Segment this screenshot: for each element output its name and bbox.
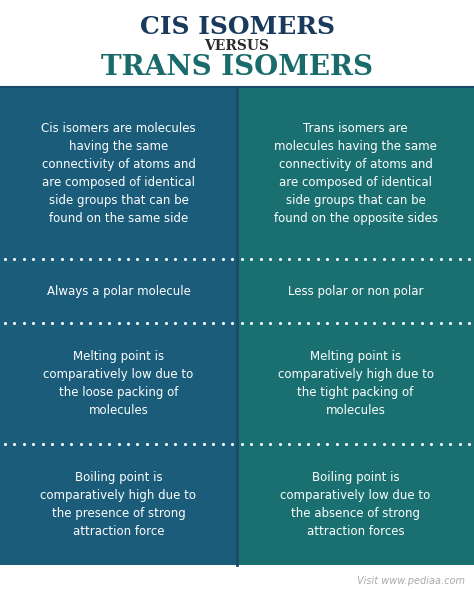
Text: Melting point is
comparatively low due to
the loose packing of
molecules: Melting point is comparatively low due t… [44, 350, 193, 417]
Text: TRANS ISOMERS: TRANS ISOMERS [101, 54, 373, 81]
Bar [0, 87, 237, 259]
Bar [237, 87, 474, 259]
Bar [237, 259, 474, 323]
Text: CIS ISOMERS: CIS ISOMERS [139, 15, 335, 38]
Text: VERSUS: VERSUS [204, 39, 270, 53]
Text: Cis isomers are molecules
having the same
connectivity of atoms and
are composed: Cis isomers are molecules having the sam… [41, 122, 196, 225]
Text: Boiling point is
comparatively low due to
the absence of strong
attraction force: Boiling point is comparatively low due t… [281, 471, 430, 538]
Bar [0, 259, 237, 323]
Bar [0, 444, 237, 565]
Text: Less polar or non polar: Less polar or non polar [288, 284, 423, 297]
Bar [0, 323, 237, 444]
Text: Visit www.pediaa.com: Visit www.pediaa.com [356, 576, 465, 586]
Text: Trans isomers are
molecules having the same
connectivity of atoms and
are compos: Trans isomers are molecules having the s… [273, 122, 438, 225]
Bar [237, 323, 474, 444]
Text: Boiling point is
comparatively high due to
the presence of strong
attraction for: Boiling point is comparatively high due … [40, 471, 197, 538]
Text: Always a polar molecule: Always a polar molecule [46, 284, 191, 297]
Text: Melting point is
comparatively high due to
the tight packing of
molecules: Melting point is comparatively high due … [277, 350, 434, 417]
Bar [237, 444, 474, 565]
